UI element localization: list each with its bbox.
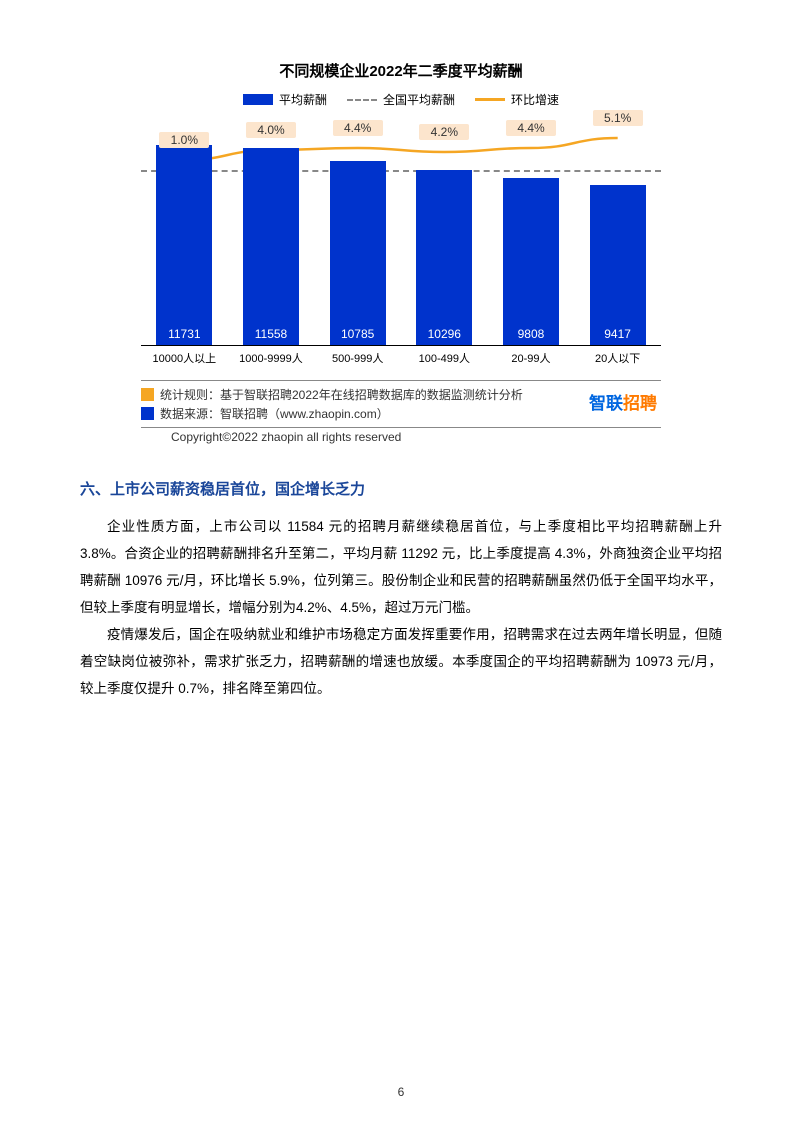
xaxis-label: 20-99人 xyxy=(488,350,575,366)
legend-line-icon xyxy=(475,98,505,101)
xaxis-label: 1000-9999人 xyxy=(228,350,315,366)
bar-col: 11558 xyxy=(228,148,315,345)
legend-bar-label: 平均薪酬 xyxy=(279,91,327,108)
chart-footer: 统计规则：基于智联招聘2022年在线招聘数据库的数据监测统计分析 数据来源：智联… xyxy=(141,380,661,428)
legend-item-bar: 平均薪酬 xyxy=(243,91,327,108)
chart-legend: 平均薪酬 全国平均薪酬 环比增速 xyxy=(80,91,722,108)
body-paragraph-1: 企业性质方面，上市公司以 11584 元的招聘月薪继续稳居首位，与上季度相比平均… xyxy=(80,513,722,621)
chart-plot-area: 11731 11558 10785 10296 9808 9417 1.0% 4.0% 4.4… xyxy=(141,116,661,346)
section-title: 六、上市公司薪资稳居首位，国企增长乏力 xyxy=(80,478,722,499)
growth-label: 4.4% xyxy=(333,120,383,136)
brand-zhaopin-text: 招聘 xyxy=(623,394,657,413)
bar-col: 10296 xyxy=(401,170,488,345)
legend-bar-icon xyxy=(243,94,273,105)
brand-logo: 智联招聘 xyxy=(589,389,657,414)
bars-row: 11731 11558 10785 10296 9808 9417 xyxy=(141,116,661,345)
bar-value: 9417 xyxy=(604,327,631,345)
body-paragraph-2: 疫情爆发后，国企在吸纳就业和维护市场稳定方面发挥重要作用，招聘需求在过去两年增长… xyxy=(80,621,722,702)
xaxis-label: 500-999人 xyxy=(314,350,401,366)
page-number: 6 xyxy=(0,1085,802,1099)
footer-rule-row: 统计规则：基于智联招聘2022年在线招聘数据库的数据监测统计分析 xyxy=(141,385,661,404)
legend-dash-label: 全国平均薪酬 xyxy=(383,91,455,108)
xaxis-label: 100-499人 xyxy=(401,350,488,366)
bar-col: 11731 xyxy=(141,145,228,345)
bar-value: 11731 xyxy=(168,327,200,345)
growth-label: 4.2% xyxy=(419,124,469,140)
source-marker-icon xyxy=(141,407,154,420)
legend-dash-icon xyxy=(347,99,377,101)
rule-text: 统计规则：基于智联招聘2022年在线招聘数据库的数据监测统计分析 xyxy=(160,386,523,403)
bar: 9417 xyxy=(590,185,646,345)
xaxis-row: 10000人以上1000-9999人500-999人100-499人20-99人… xyxy=(141,350,661,366)
chart-title: 不同规模企业2022年二季度平均薪酬 xyxy=(80,60,722,81)
growth-label: 4.0% xyxy=(246,122,296,138)
bar: 11558 xyxy=(243,148,299,345)
bar: 10785 xyxy=(330,161,386,345)
chart-wrap: 11731 11558 10785 10296 9808 9417 1.0% 4.0% 4.4… xyxy=(141,116,661,444)
growth-label: 5.1% xyxy=(593,110,643,126)
growth-label: 1.0% xyxy=(159,132,209,148)
brand-zhi-text: 智联 xyxy=(589,394,623,413)
chart-container: 不同规模企业2022年二季度平均薪酬 平均薪酬 全国平均薪酬 环比增速 1173… xyxy=(80,60,722,444)
bar-col: 10785 xyxy=(314,161,401,345)
bar-value: 11558 xyxy=(255,327,287,345)
legend-item-dash: 全国平均薪酬 xyxy=(347,91,455,108)
bar: 10296 xyxy=(416,170,472,345)
bar-value: 9808 xyxy=(518,327,545,345)
bar: 9808 xyxy=(503,178,559,345)
bar: 11731 xyxy=(156,145,212,345)
xaxis-label: 10000人以上 xyxy=(141,350,228,366)
bar-col: 9417 xyxy=(574,185,661,345)
footer-source-row: 数据来源：智联招聘（www.zhaopin.com） xyxy=(141,404,661,423)
growth-label: 4.4% xyxy=(506,120,556,136)
copyright: Copyright©2022 zhaopin all rights reserv… xyxy=(141,430,661,444)
bar-value: 10785 xyxy=(341,327,374,345)
xaxis-label: 20人以下 xyxy=(574,350,661,366)
source-text: 数据来源：智联招聘（www.zhaopin.com） xyxy=(160,405,389,422)
bar-value: 10296 xyxy=(428,327,461,345)
legend-line-label: 环比增速 xyxy=(511,91,559,108)
legend-item-line: 环比增速 xyxy=(475,91,559,108)
bar-col: 9808 xyxy=(488,178,575,345)
rule-marker-icon xyxy=(141,388,154,401)
